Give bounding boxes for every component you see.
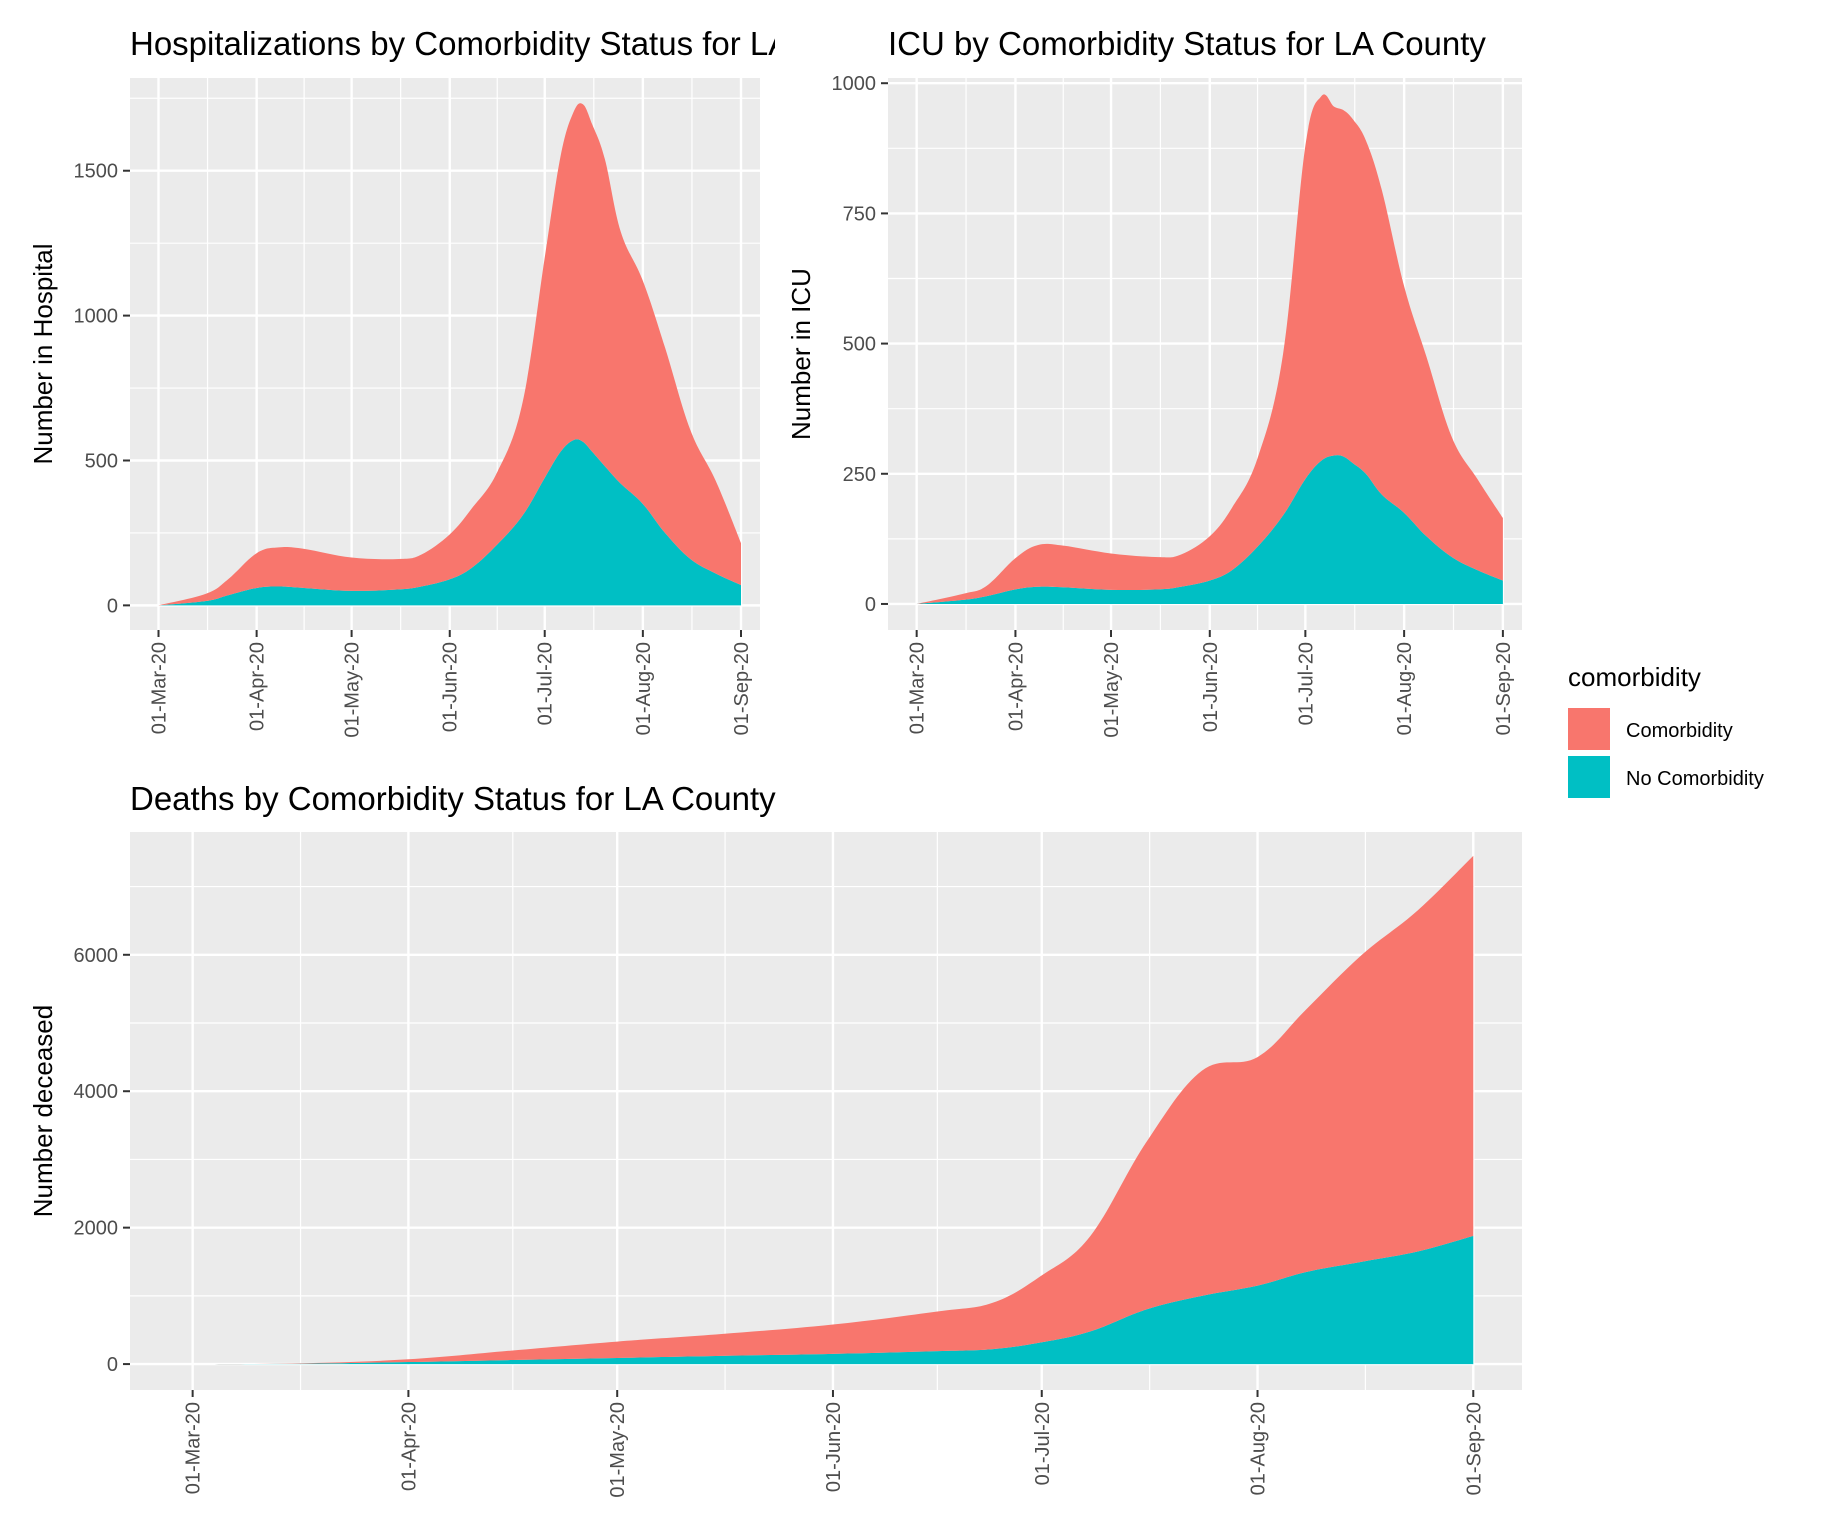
y-tick-label: 6000 [74,945,119,967]
hospital-chart: Hospitalizations by Comorbidity Status f… [28,25,903,738]
deaths-chart: Deaths by Comorbidity Status for LA Coun… [28,780,1522,1498]
x-tick-label: 01-Jul-20 [535,642,557,725]
y-tick-label: 4000 [74,1081,119,1103]
x-tick-label: 01-Aug-20 [1394,642,1416,735]
y-tick-label: 0 [865,594,876,616]
x-tick-label: 01-Mar-20 [148,642,170,734]
x-tick-label: 01-Sep-20 [1463,1402,1485,1495]
x-tick-label: 01-May-20 [342,642,364,738]
legend-key-no-comorbidity [1568,756,1610,798]
hospital-axes: 0 500 1000 1500 01-Mar-20 01-Apr-20 01-May-20 0… [74,161,754,738]
x-tick-label: 01-Sep-20 [731,642,753,735]
icu-chart-title: ICU by Comorbidity Status for LA County [888,25,1486,62]
y-tick-label: 500 [85,450,118,472]
y-tick-label: 2000 [74,1218,119,1240]
y-tick-label: 1500 [74,161,119,183]
y-tick-label: 750 [843,203,876,225]
area-comorbidity [192,855,1474,1365]
x-tick-label: 01-Aug-20 [1248,1402,1270,1495]
icu-y-axis-label: Number in ICU [786,268,816,440]
legend: comorbidity Comorbidity No Comorbidity [1568,662,1764,798]
deaths-axes: 0 2000 4000 6000 01-Mar-20 01-Apr-20 01-May-20… [74,945,1486,1498]
icu-chart: ICU by Comorbidity Status for LA County … [786,25,1522,738]
deaths-areas [192,855,1474,1365]
hospital-y-axis-label: Number in Hospital [28,243,58,464]
x-tick-label: 01-May-20 [1101,642,1123,738]
legend-label-no-comorbidity: No Comorbidity [1626,768,1764,790]
icu-axes: 0 250 500 750 1000 01-Mar-20 01-Apr-20 01-May-2… [832,73,1515,737]
x-tick-label: 01-Apr-20 [1005,642,1027,731]
legend-title: comorbidity [1568,662,1701,692]
icu-areas [916,94,1503,604]
x-tick-label: 01-Jun-20 [440,642,462,732]
y-tick-label: 250 [843,464,876,486]
area-no-comorbidity [916,455,1503,604]
deaths-y-axis-label: Number deceased [28,1005,58,1217]
y-tick-label: 0 [107,1354,118,1376]
x-tick-label: 01-Jun-20 [823,1402,845,1492]
x-tick-label: 01-Jul-20 [1295,642,1317,725]
x-tick-label: 01-Mar-20 [907,642,929,734]
area-comorbidity [158,103,742,606]
x-tick-label: 01-Jul-20 [1032,1402,1054,1485]
legend-label-comorbidity: Comorbidity [1626,720,1733,742]
x-tick-label: 01-Mar-20 [183,1402,205,1494]
x-tick-label: 01-Jun-20 [1200,642,1222,732]
y-tick-label: 0 [107,595,118,617]
legend-key-comorbidity [1568,708,1610,750]
y-tick-label: 1000 [74,306,119,328]
y-tick-label: 500 [843,334,876,356]
area-no-comorbidity [192,1235,1474,1365]
hospital-chart-title: Hospitalizations by Comorbidity Status f… [130,25,903,62]
x-tick-label: 01-Sep-20 [1493,642,1515,735]
y-tick-label: 1000 [832,73,877,95]
x-tick-label: 01-Aug-20 [633,642,655,735]
area-no-comorbidity [158,439,742,606]
hospital-areas [158,103,742,606]
x-tick-label: 01-Apr-20 [247,642,269,731]
x-tick-label: 01-Apr-20 [398,1402,420,1491]
x-tick-label: 01-May-20 [607,1402,629,1498]
deaths-chart-title: Deaths by Comorbidity Status for LA Coun… [130,780,776,817]
area-comorbidity [916,94,1503,604]
